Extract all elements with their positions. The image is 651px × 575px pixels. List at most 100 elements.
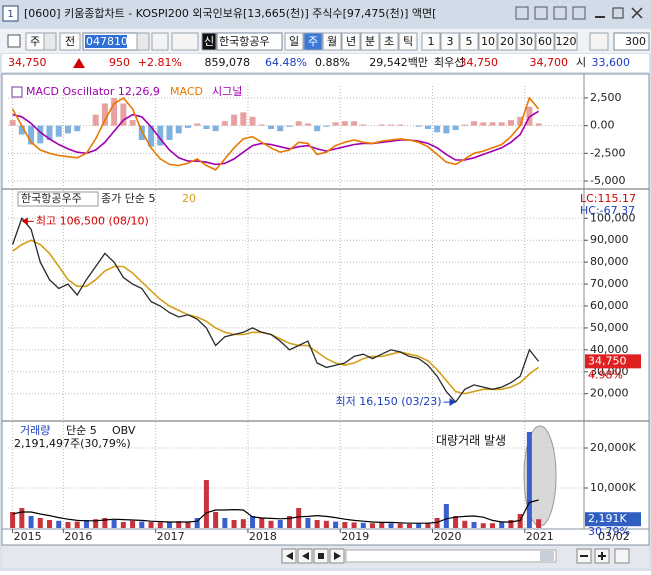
zoom-in-icon (598, 552, 606, 560)
period-button-box[interactable] (379, 32, 399, 51)
oscillator-bar (378, 124, 385, 126)
grid-toggle[interactable] (7, 34, 21, 48)
period-button: 틱 (403, 35, 413, 48)
legend-entry: MACD (170, 85, 203, 98)
quote-best-label: 최우선 (434, 56, 464, 69)
interval-button-box[interactable] (478, 32, 498, 51)
last-volume: 2,191K (588, 512, 627, 525)
oscillator-bar (461, 124, 468, 126)
oscillator-bar (480, 122, 487, 126)
period-button-box[interactable] (398, 32, 418, 51)
legend-entry: 20 (182, 192, 196, 205)
x-tick-label: 2020 (434, 530, 462, 543)
lc-label: LC:115.17 (580, 192, 636, 205)
oscillator-bar (37, 125, 44, 144)
scroll-thumb[interactable] (540, 551, 554, 561)
volume-bar (139, 521, 145, 528)
date-axis (1, 528, 650, 546)
count-input[interactable] (613, 32, 650, 51)
x-tick-label: 2015 (14, 530, 42, 543)
code-text: 047810 (86, 35, 128, 48)
interval-button-box[interactable] (459, 32, 479, 51)
settings-button[interactable] (589, 32, 609, 51)
window-icon-box[interactable] (2, 5, 19, 22)
volume-ma-line (12, 499, 539, 524)
interval-button-box[interactable] (516, 32, 536, 51)
quote-turnover: 0.88% (315, 56, 350, 69)
legend-box[interactable] (17, 191, 99, 207)
oscillator-bar (166, 125, 173, 141)
hc-label: HC:-67.37 (580, 204, 635, 217)
period-button: 주 (308, 35, 318, 48)
oscillator-bar (101, 103, 108, 126)
interval-button: 30 (519, 35, 533, 48)
volume-bar (65, 522, 71, 528)
y-tick-label: 90,000 (590, 233, 629, 246)
oscillator-bar (489, 122, 496, 126)
oscillator-bar (351, 121, 358, 126)
oscillator-bar (535, 123, 542, 126)
window-title: [0600] 키움종합차트 - KOSPI200 외국인보유[13,665(천)… (24, 6, 436, 20)
plots: 2015 2016 2017 2018 2019 2020 2021 2,500 0.00 -2,… (8, 85, 641, 543)
interval-button-box[interactable] (535, 32, 555, 51)
volume-bar (277, 520, 283, 528)
oscillator-bar (240, 112, 247, 126)
period-button-box[interactable] (322, 32, 342, 51)
volume-bar (443, 504, 449, 528)
close-button[interactable] (631, 7, 643, 19)
interval-button-box[interactable] (440, 32, 460, 51)
volume-bar (351, 522, 357, 528)
interval-button: 60 (538, 35, 552, 48)
name-input[interactable] (216, 32, 283, 51)
help-button[interactable] (572, 6, 586, 20)
credit-button-box[interactable] (201, 32, 217, 51)
x-tick-label: 2016 (64, 530, 92, 543)
ma-label: 종가 단순 5 (101, 192, 155, 205)
dropdown[interactable] (43, 32, 57, 51)
all-button-box[interactable] (59, 32, 81, 51)
volume-bar (222, 518, 228, 528)
oscillator-bar (148, 125, 155, 147)
volume-bar (268, 520, 274, 528)
period-button: 초 (384, 35, 394, 48)
period-button-box[interactable] (360, 32, 380, 51)
x-tick-label: 2021 (526, 530, 554, 543)
oscillator-bar (277, 125, 284, 132)
volume-bar (286, 516, 292, 528)
oscillator-bar (268, 125, 275, 129)
maximize-button[interactable] (612, 7, 624, 19)
quote-volume-ratio: 64.48% (265, 56, 307, 69)
interval-button-box[interactable] (554, 32, 578, 51)
lock-button[interactable] (534, 6, 548, 20)
volume-bar (508, 520, 514, 528)
settings-button[interactable] (614, 548, 630, 564)
low-arrow (449, 398, 456, 407)
interval-button: 5 (466, 35, 473, 48)
search-button[interactable] (151, 32, 169, 51)
oscillator-bar (231, 114, 238, 126)
oscillator-bar (157, 125, 164, 146)
interval-button-box[interactable] (497, 32, 517, 51)
volume-bar (323, 520, 329, 528)
period-button-box[interactable] (341, 32, 361, 51)
quote-change: 950 (109, 56, 130, 69)
high-arrow (21, 217, 28, 226)
code-dropdown[interactable] (136, 32, 150, 51)
legend-entry: 거래량 (20, 424, 50, 437)
interval-button-box[interactable] (421, 32, 441, 51)
last-price-tag (585, 354, 641, 369)
period-button-box[interactable] (303, 32, 323, 51)
title-buttons (515, 6, 643, 20)
volume-annotation: 대량거래 발생 (436, 434, 506, 448)
scroll-track[interactable] (345, 549, 557, 563)
oscillator-bar (295, 121, 302, 126)
link-button[interactable] (515, 6, 529, 20)
text-button[interactable] (553, 6, 567, 20)
interval-button: 20 (500, 35, 514, 48)
period-button-box[interactable] (284, 32, 304, 51)
panel-icon[interactable] (11, 86, 23, 98)
last-date: 03/02 (598, 530, 630, 543)
low-annotation: 최저 16,150 (03/23) (336, 395, 442, 408)
volume-bar (305, 518, 311, 528)
sound-button[interactable] (171, 32, 199, 51)
